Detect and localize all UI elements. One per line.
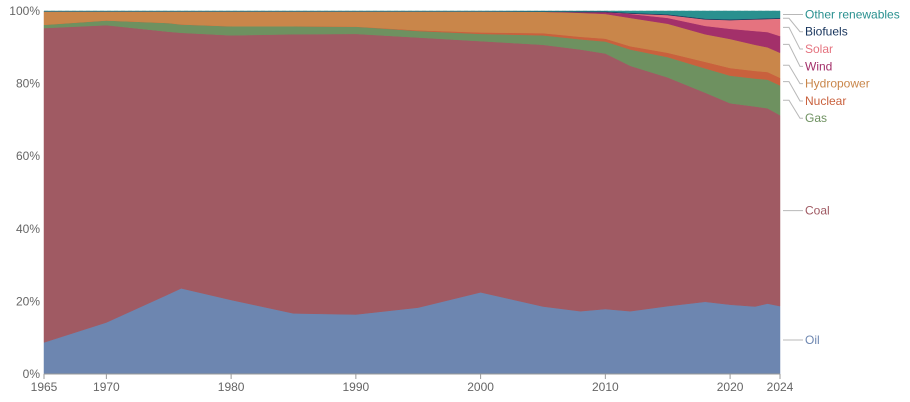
legend-label-oil: Oil: [805, 333, 820, 347]
legend-connector-biofuels: [783, 17, 803, 33]
y-tick-label-80: 80%: [16, 77, 40, 91]
x-tick-label-2010: 2010: [592, 380, 619, 394]
legend-connector-nuclear: [783, 81, 803, 102]
legend-label-gas: Gas: [805, 111, 827, 125]
legend-connector-gas: [783, 99, 803, 119]
x-tick-label-1965: 1965: [31, 380, 58, 394]
y-tick-label-100: 100%: [9, 4, 40, 18]
x-tick-label-1990: 1990: [343, 380, 370, 394]
legend-label-other-renewables: Other renewables: [805, 7, 900, 21]
x-tick-label-2024: 2024: [767, 380, 794, 394]
axes: [43, 373, 781, 379]
y-tick-label-60: 60%: [16, 149, 40, 163]
x-tick-label-2000: 2000: [467, 380, 494, 394]
legend-label-nuclear: Nuclear: [805, 94, 846, 108]
legend-connector-solar: [783, 26, 803, 50]
x-tick-label-1980: 1980: [218, 380, 245, 394]
stacked-areas: [43, 10, 781, 375]
y-axis-tick-labels: 0% 20% 40% 60% 80% 100%: [9, 4, 40, 381]
y-tick-label-0: 0%: [23, 367, 41, 381]
legend-connector-hydropower: [783, 64, 803, 85]
legend-label-coal: Coal: [805, 204, 830, 218]
legend-label-solar: Solar: [805, 42, 833, 56]
x-tick-label-2020: 2020: [717, 380, 744, 394]
y-tick-label-20: 20%: [16, 294, 40, 308]
area-other-renewables: [43, 10, 781, 20]
x-axis-tick-labels: 1965 1970 1980 1990 2000 2010 2020 2024: [31, 380, 794, 394]
legend-connector-wind: [783, 43, 803, 67]
legend: Other renewables Biofuels Solar Wind Hydropo…: [783, 7, 900, 347]
legend-label-biofuels: Biofuels: [805, 25, 848, 39]
x-tick-label-1970: 1970: [93, 380, 120, 394]
y-tick-label-40: 40%: [16, 222, 40, 236]
legend-label-wind: Wind: [805, 59, 832, 73]
legend-label-hydropower: Hydropower: [805, 77, 870, 91]
